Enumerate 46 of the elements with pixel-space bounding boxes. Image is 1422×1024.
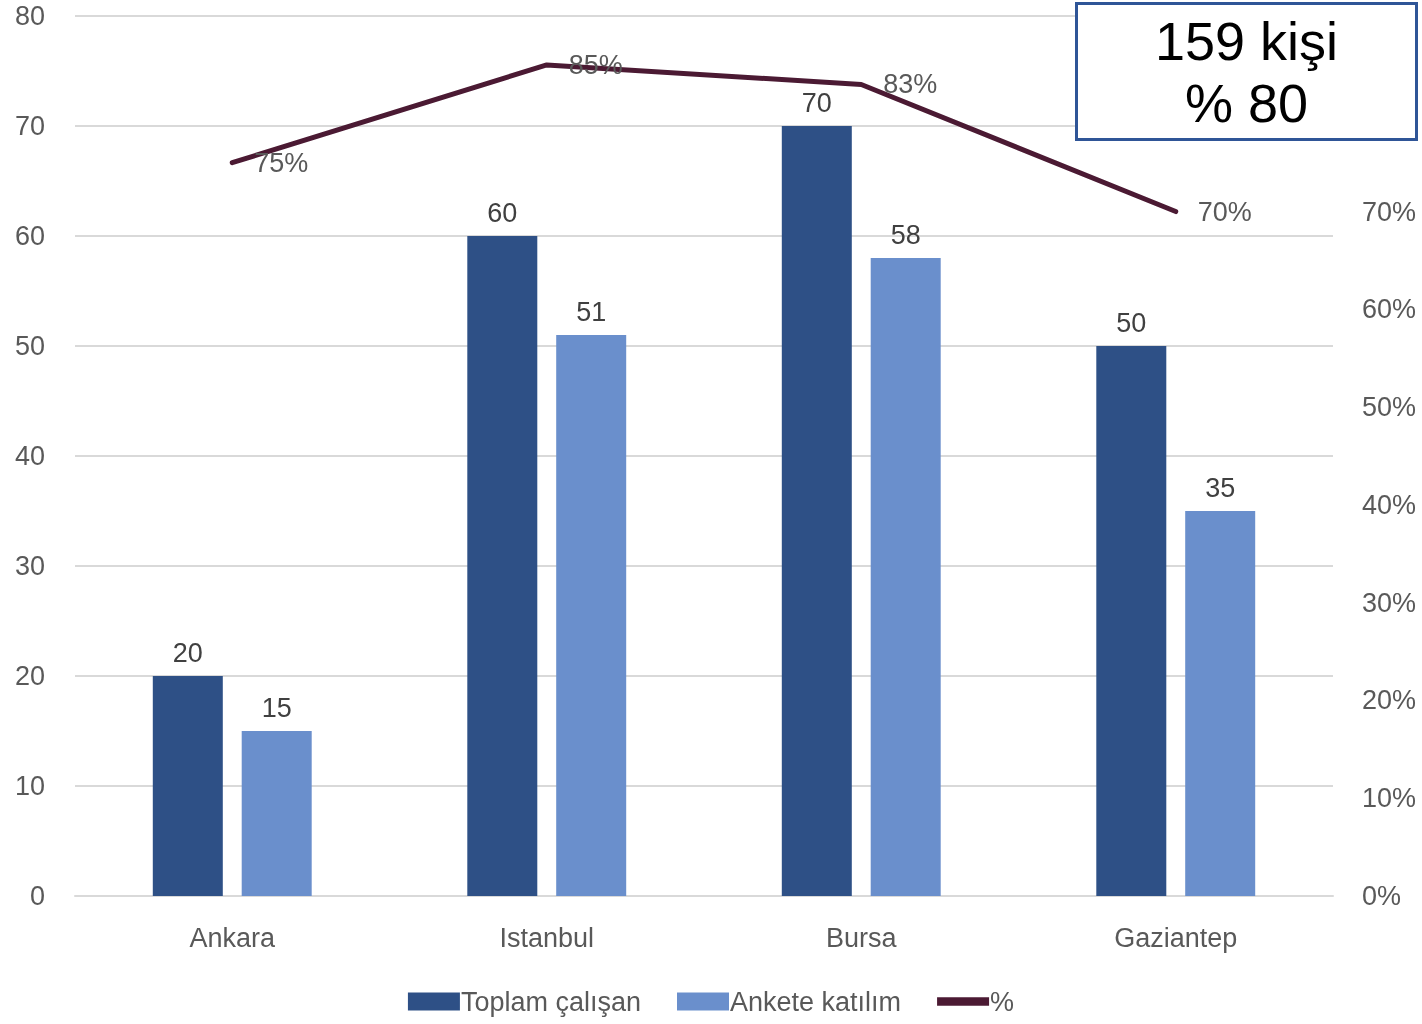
- text-box: 159 kişi % 80: [1075, 2, 1418, 141]
- y2-tick-label: 0%: [1362, 881, 1402, 911]
- y-tick-label: 40: [14, 441, 45, 471]
- y-tick-label: 50: [14, 331, 45, 361]
- bar: [556, 335, 627, 896]
- annotation: % 80: [1184, 71, 1309, 134]
- annotation: 159 kişi: [1154, 9, 1339, 72]
- bar: [467, 236, 538, 896]
- y2-tick-label: 60%: [1362, 294, 1417, 325]
- y2-tick-label: 40%: [1362, 489, 1417, 520]
- data-label: 70: [801, 87, 832, 118]
- data-label: 70%: [1197, 196, 1252, 227]
- y-tick-label: 60: [14, 221, 45, 251]
- data-label: 83%: [883, 69, 938, 100]
- legend-label: Ankete katılım: [730, 986, 902, 1017]
- legend-label: %: [990, 986, 1015, 1017]
- data-label: 50: [1116, 307, 1147, 338]
- y-tick-label: 10: [14, 771, 45, 801]
- data-label: 15: [261, 692, 292, 723]
- y2-tick-label: 20%: [1362, 685, 1417, 716]
- bar: [781, 126, 852, 896]
- legend-label: Toplam çalışan: [460, 986, 642, 1017]
- y2-tick-label: 10%: [1362, 783, 1417, 814]
- x-tick-label: Ankara: [189, 922, 276, 953]
- data-label: 58: [890, 219, 921, 250]
- bar: [1096, 346, 1167, 896]
- bar: [1185, 511, 1256, 896]
- x-tick-label: Gaziantep: [1114, 922, 1238, 953]
- y2-tick-label: 30%: [1362, 587, 1417, 618]
- y2-tick-label: 70%: [1362, 196, 1417, 227]
- data-label: 51: [576, 296, 607, 327]
- data-label: 60: [487, 197, 518, 228]
- y-tick-label: 30: [14, 551, 45, 581]
- bar: [870, 258, 941, 896]
- y-tick-label: 70: [14, 111, 45, 141]
- x-tick-label: Istanbul: [499, 922, 595, 953]
- y2-tick-label: 50%: [1362, 392, 1417, 423]
- bar: [241, 731, 312, 896]
- data-label: 35: [1205, 472, 1236, 503]
- y-tick-label: 20: [14, 661, 45, 691]
- y-tick-label: 80: [14, 1, 45, 31]
- x-tick-label: Bursa: [825, 922, 898, 953]
- data-label: 75%: [254, 147, 309, 178]
- y-tick-label: 0: [29, 881, 45, 911]
- data-label: 20: [172, 637, 203, 668]
- bar: [152, 676, 223, 896]
